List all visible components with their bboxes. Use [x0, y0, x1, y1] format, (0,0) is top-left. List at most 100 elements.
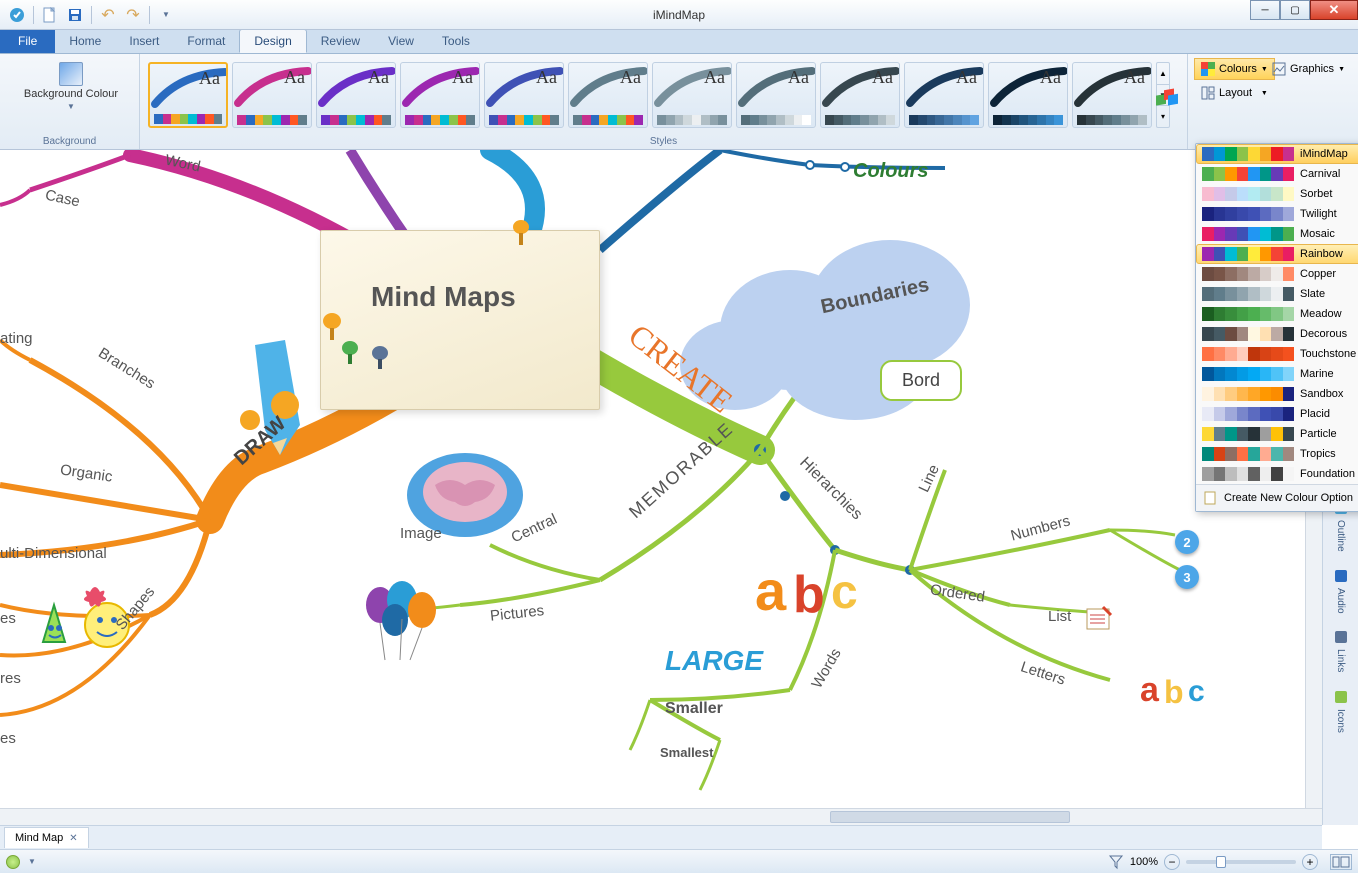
- style-thumb[interactable]: Aa: [232, 62, 312, 128]
- style-thumb[interactable]: Aa: [400, 62, 480, 128]
- branch-colours: Colours: [853, 160, 929, 183]
- file-tab[interactable]: File: [0, 29, 55, 53]
- sidetab-icons[interactable]: Icons: [1330, 682, 1352, 740]
- tab-insert[interactable]: Insert: [115, 29, 173, 53]
- colour-scheme-sorbet[interactable]: Sorbet: [1196, 184, 1358, 204]
- layout-icon: [1201, 86, 1215, 100]
- new-doc-icon[interactable]: [39, 4, 61, 26]
- style-thumb[interactable]: Aa: [652, 62, 732, 128]
- colour-scheme-copper[interactable]: Copper: [1196, 264, 1358, 284]
- icons-icon: [1333, 689, 1349, 705]
- svg-text:c: c: [1188, 675, 1205, 708]
- save-icon[interactable]: [64, 4, 86, 26]
- tab-review[interactable]: Review: [307, 29, 374, 53]
- maximize-button[interactable]: ▢: [1280, 0, 1310, 20]
- graphics-icon: [1272, 62, 1286, 76]
- design-options-group: Colours ▼ iMindMapCarnivalSorbetTwilight…: [1188, 54, 1358, 149]
- close-tab-icon[interactable]: ✕: [69, 833, 77, 844]
- close-button[interactable]: ✕: [1310, 0, 1358, 20]
- window-title: iMindMap: [653, 8, 705, 22]
- background-group-label: Background: [0, 136, 139, 147]
- horizontal-scrollbar[interactable]: [0, 808, 1322, 825]
- undo-icon[interactable]: ↶: [97, 4, 119, 26]
- colour-scheme-placid[interactable]: Placid: [1196, 404, 1358, 424]
- style-gallery: AaAaAaAaAaAaAaAaAaAaAaAa▲▼▾: [146, 58, 1181, 132]
- style-thumb[interactable]: Aa: [988, 62, 1068, 128]
- colour-scheme-slate[interactable]: Slate: [1196, 284, 1358, 304]
- ribbon: Background Colour ▼ Background AaAaAaAaA…: [0, 54, 1358, 150]
- document-tab[interactable]: Mind Map ✕: [4, 827, 89, 848]
- colour-scheme-twilight[interactable]: Twilight: [1196, 204, 1358, 224]
- svg-text:a: a: [1140, 671, 1160, 709]
- branch-smallest: Smallest: [660, 745, 713, 760]
- colour-scheme-marine[interactable]: Marine: [1196, 364, 1358, 384]
- colour-scheme-imindmap[interactable]: iMindMap: [1196, 144, 1358, 164]
- style-thumb[interactable]: Aa: [316, 62, 396, 128]
- colour-scheme-sandbox[interactable]: Sandbox: [1196, 384, 1358, 404]
- zoom-in-button[interactable]: +: [1302, 854, 1318, 870]
- quick-access-toolbar: ↶ ↷ ▼: [0, 4, 177, 26]
- branch-es2: es: [0, 730, 16, 747]
- style-thumb[interactable]: Aa: [904, 62, 984, 128]
- style-thumb[interactable]: Aa: [568, 62, 648, 128]
- colour-scheme-meadow[interactable]: Meadow: [1196, 304, 1358, 324]
- mindmap-canvas[interactable]: Mind Maps abc abc: [0, 150, 1322, 825]
- layout-button[interactable]: Layout ▼: [1194, 82, 1275, 104]
- colour-scheme-tropics[interactable]: Tropics: [1196, 444, 1358, 464]
- new-colour-icon: [1204, 491, 1218, 505]
- tab-format[interactable]: Format: [173, 29, 239, 53]
- branch-multidim: ulti-Dimensional: [0, 545, 107, 562]
- styles-group-label: Styles: [140, 136, 1187, 147]
- colour-scheme-foundation[interactable]: Foundation: [1196, 464, 1358, 484]
- colour-scheme-decorous[interactable]: Decorous: [1196, 324, 1358, 344]
- styles-group: AaAaAaAaAaAaAaAaAaAaAaAa▲▼▾ Styles: [140, 54, 1188, 149]
- qat-dropdown-icon[interactable]: ▼: [155, 4, 177, 26]
- style-thumb[interactable]: Aa: [736, 62, 816, 128]
- audio-icon: [1333, 568, 1349, 584]
- balloons-icon: [360, 580, 450, 675]
- minimize-button[interactable]: ─: [1250, 0, 1280, 20]
- background-group: Background Colour ▼ Background: [0, 54, 140, 149]
- branch-image: Image: [400, 525, 442, 542]
- tab-home[interactable]: Home: [55, 29, 115, 53]
- styles-more-icon[interactable]: [1154, 88, 1182, 117]
- fit-view-button[interactable]: [1330, 854, 1352, 870]
- tab-tools[interactable]: Tools: [428, 29, 484, 53]
- sidetab-audio[interactable]: Audio: [1330, 561, 1352, 621]
- background-colour-label: Background Colour: [24, 88, 118, 100]
- branch-es1: es: [0, 610, 16, 627]
- colour-scheme-particle[interactable]: Particle: [1196, 424, 1358, 444]
- style-thumb[interactable]: Aa: [820, 62, 900, 128]
- colour-scheme-touchstone[interactable]: Touchstone: [1196, 344, 1358, 364]
- sidetab-links[interactable]: Links: [1330, 622, 1352, 679]
- zoom-out-button[interactable]: −: [1164, 854, 1180, 870]
- canvas-area[interactable]: Mind Maps abc abc: [0, 150, 1322, 825]
- tab-view[interactable]: View: [374, 29, 428, 53]
- central-idea-note[interactable]: Mind Maps: [320, 230, 600, 410]
- status-bar: ▼ 100% − +: [0, 849, 1358, 873]
- abc-small-icon: abc: [1140, 665, 1230, 720]
- colours-button[interactable]: Colours ▼ iMindMapCarnivalSorbetTwilight…: [1194, 58, 1275, 80]
- style-thumb[interactable]: Aa: [148, 62, 228, 128]
- colour-scheme-carnival[interactable]: Carnival: [1196, 164, 1358, 184]
- redo-icon[interactable]: ↷: [122, 4, 144, 26]
- background-colour-button[interactable]: Background Colour ▼: [6, 58, 136, 115]
- app-icon[interactable]: [6, 4, 28, 26]
- title-bar: ↶ ↷ ▼ iMindMap ─ ▢ ✕: [0, 0, 1358, 30]
- ribbon-tabs: File HomeInsertFormatDesignReviewViewToo…: [0, 30, 1358, 54]
- colour-scheme-mosaic[interactable]: Mosaic: [1196, 224, 1358, 244]
- zoom-slider[interactable]: [1186, 860, 1296, 864]
- graphics-button[interactable]: Graphics ▼: [1265, 58, 1352, 80]
- colour-scheme-rainbow[interactable]: Rainbow: [1196, 244, 1358, 264]
- style-thumb[interactable]: Aa: [484, 62, 564, 128]
- create-new-colour-option[interactable]: Create New Colour Option: [1196, 484, 1358, 511]
- tab-design[interactable]: Design: [239, 29, 306, 53]
- style-thumb[interactable]: Aa: [1072, 62, 1152, 128]
- abc-3d-icon: abc: [755, 550, 875, 645]
- notepad-icon: [1085, 605, 1115, 638]
- pushpin-icon: [511, 219, 531, 247]
- status-indicator-icon[interactable]: [6, 855, 20, 869]
- filter-icon[interactable]: [1108, 854, 1124, 870]
- border-box[interactable]: Bord: [880, 360, 962, 401]
- window-controls: ─ ▢ ✕: [1250, 0, 1358, 20]
